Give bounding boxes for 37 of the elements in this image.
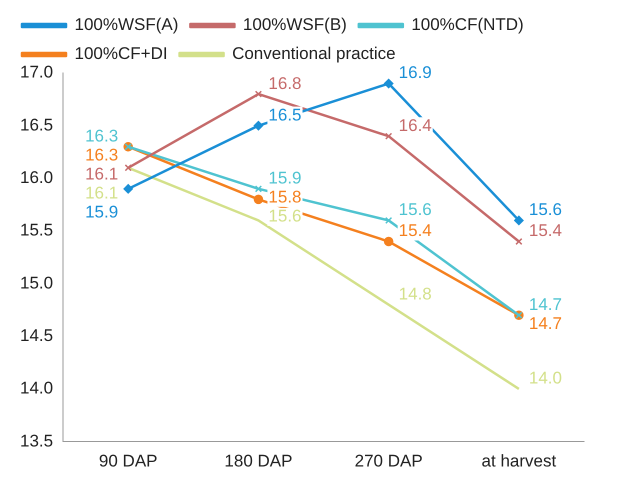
y-tick-label: 15.5	[20, 220, 54, 240]
data-label: 14.0	[528, 368, 562, 388]
data-label: 15.9	[268, 168, 302, 188]
data-label: 15.6	[398, 200, 432, 220]
y-tick-label: 16.0	[20, 168, 54, 187]
data-label: 15.9	[85, 202, 118, 222]
y-tick-label: 14.5	[20, 326, 54, 345]
x-tick-label: 90 DAP	[98, 451, 158, 470]
legend-label: Conventional practice	[232, 44, 396, 64]
data-label: 16.1	[85, 164, 118, 184]
data-label: 15.4	[398, 221, 432, 240]
y-tick-label: 13.5	[20, 431, 54, 450]
y-tick-label: 14.0	[20, 378, 54, 398]
y-tick-label: 17.0	[20, 62, 54, 82]
x-tick-label: at harvest	[482, 451, 556, 470]
data-label: 16.8	[268, 74, 302, 93]
legend-label: 100%CF+DI	[74, 44, 168, 64]
data-label: 14.7	[528, 294, 562, 314]
data-label: 16.9	[398, 63, 432, 82]
data-label: 15.4	[528, 221, 562, 240]
data-label: 15.8	[268, 188, 302, 207]
legend-label: 100%CF(NTD)	[411, 15, 524, 34]
data-label: 16.5	[268, 105, 302, 124]
y-tick-label: 15.0	[20, 273, 54, 292]
data-label: 15.6	[268, 206, 302, 226]
x-tick-label: 270 DAP	[354, 451, 423, 470]
data-label: 14.8	[398, 284, 432, 304]
data-label: 16.4	[398, 116, 432, 135]
data-label: 16.3	[85, 126, 118, 146]
y-tick-label: 16.5	[20, 115, 54, 134]
data-label: 16.1	[85, 183, 118, 202]
data-label: 15.6	[528, 200, 562, 220]
legend-label: 100%WSF(A)	[74, 15, 178, 34]
data-label: 16.3	[85, 145, 118, 164]
x-tick-label: 180 DAP	[224, 451, 292, 470]
data-label: 14.7	[528, 314, 562, 333]
legend-label: 100%WSF(B)	[242, 15, 347, 34]
